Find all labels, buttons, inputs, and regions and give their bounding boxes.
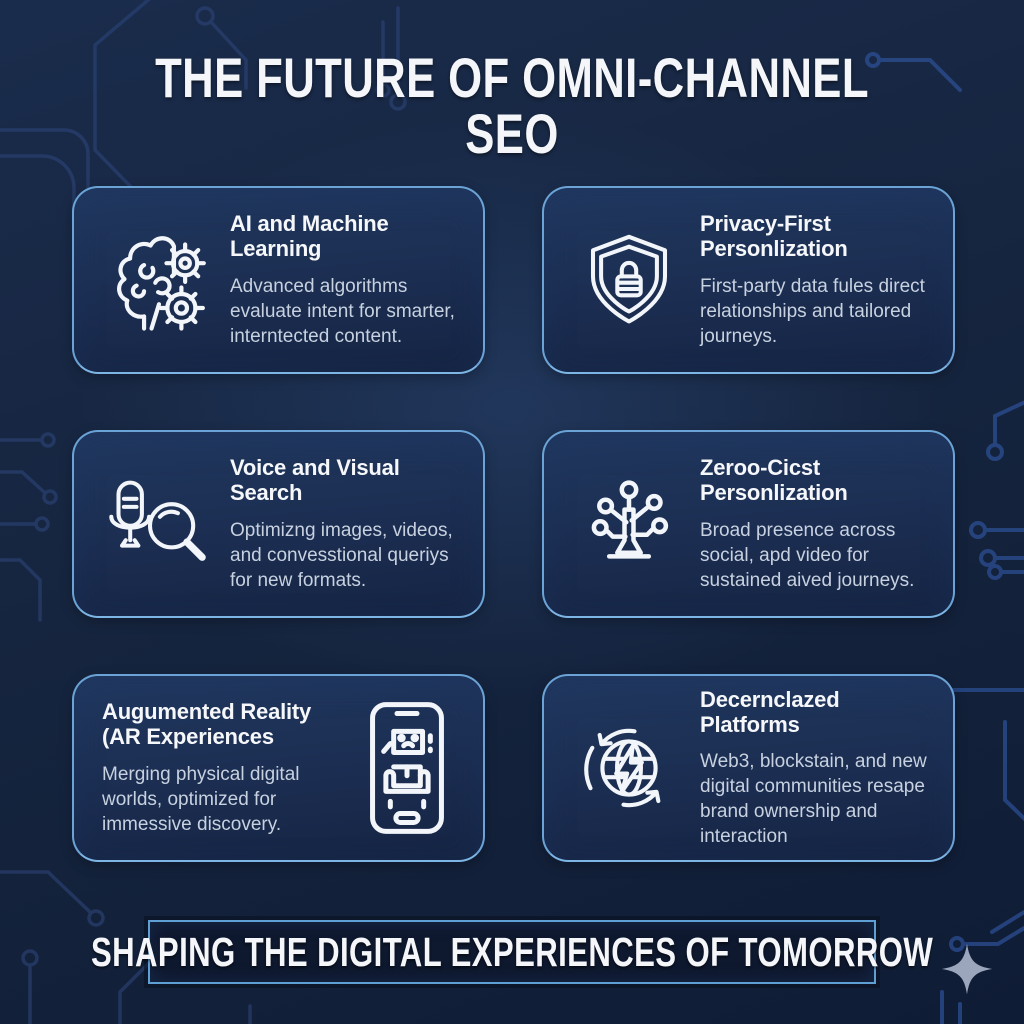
card-title: AI and Machine Learning — [230, 211, 389, 262]
brain-gears-icon — [88, 224, 230, 336]
card-zeroo-cicst-personlization: Zeroo-Cicst Personlization Broad presenc… — [542, 430, 955, 618]
card-title: Decernclazed Platforms — [700, 686, 840, 737]
card-description: Broad presence across social, apd video … — [700, 519, 915, 591]
card-title: Privacy-First Personlization — [700, 211, 848, 262]
card-description: Optimizng images, videos, and convesstio… — [230, 519, 453, 591]
card-augmented-reality: Augumented Reality (AR Experiences Mergi… — [72, 674, 485, 862]
card-description: First-party data fules direct relationsh… — [700, 275, 925, 347]
network-nodes-icon — [558, 470, 700, 578]
card-description: Merging physical digital worlds, optimiz… — [102, 763, 300, 835]
sparkle-icon — [940, 942, 994, 1001]
footer-banner: SHAPING THE DIGITAL EXPERIENCES OF TOMOR… — [91, 920, 933, 984]
card-title: Augumented Reality (AR Experiences — [102, 699, 312, 750]
shield-lock-icon — [558, 226, 700, 334]
card-title: Voice and Visual Search — [230, 455, 400, 506]
ar-smartphone-icon — [341, 698, 473, 838]
card-ai-machine-learning: AI and Machine Learning Advanced algorit… — [72, 186, 485, 374]
globe-blockchain-icon — [558, 713, 700, 823]
microphone-magnifier-icon — [88, 470, 230, 578]
page-title: THE FUTURE OF OMNI-CHANNEL SEO — [155, 46, 869, 165]
card-description: Advanced algorithms evaluate intent for … — [230, 275, 455, 347]
card-title: Zeroo-Cicst Personlization — [700, 455, 848, 506]
feature-cards-grid: AI and Machine Learning Advanced algorit… — [72, 186, 955, 862]
card-voice-visual-search: Voice and Visual Search Optimizng images… — [72, 430, 485, 618]
card-privacy-first-personlization: Privacy-First Personlization First-party… — [542, 186, 955, 374]
card-decentralized-platforms: Decernclazed Platforms Web3, blockstain,… — [542, 674, 955, 862]
card-description: Web3, blockstain, and new digital commun… — [700, 751, 927, 848]
footer-banner-text: SHAPING THE DIGITAL EXPERIENCES OF TOMOR… — [90, 928, 934, 975]
